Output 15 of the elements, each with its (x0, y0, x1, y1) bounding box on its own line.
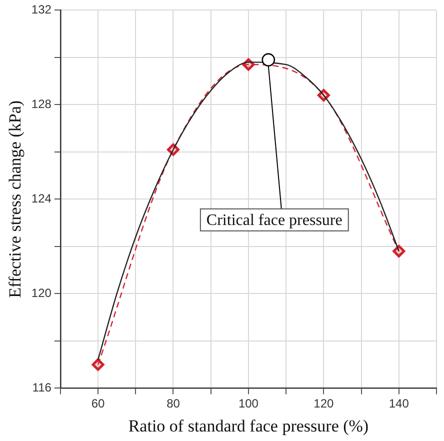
y-tick-label: 132 (31, 2, 52, 17)
x-tick-label: 100 (238, 396, 259, 411)
point (392, 244, 406, 258)
x-axis-title: Ratio of standard face pressure (%) (128, 416, 369, 436)
y-axis-title: Effective stress change (kPa) (6, 100, 25, 298)
x-tick-label: 120 (314, 396, 334, 411)
y-tick-label: 120 (31, 286, 52, 300)
x-tick-label: 60 (91, 396, 106, 411)
annotation: Critical face pressure (206, 212, 342, 230)
point (92, 358, 104, 371)
y-tick-label: 116 (32, 380, 52, 395)
x-tick-label: 80 (166, 396, 180, 411)
y-tick-label: 128 (31, 97, 52, 112)
x-tick-label: 140 (388, 396, 410, 411)
y-tick-label: 124 (31, 192, 52, 206)
